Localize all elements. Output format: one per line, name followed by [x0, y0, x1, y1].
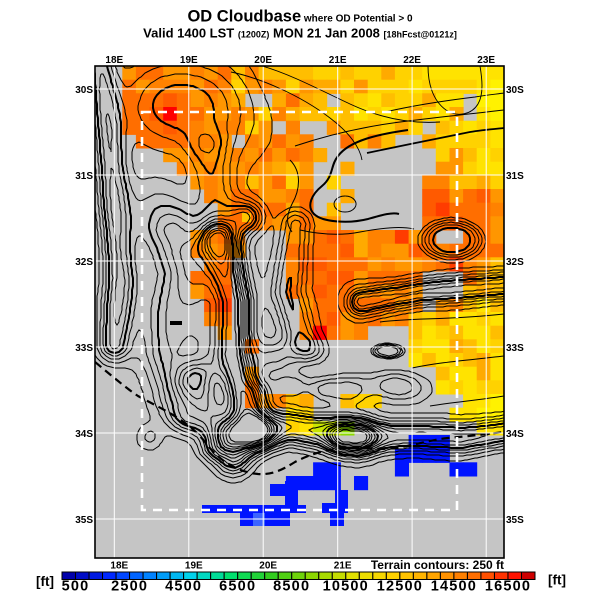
svg-text:Terrain contours: 250 ft: Terrain contours: 250 ft: [371, 558, 504, 572]
svg-text:16500: 16500: [485, 579, 531, 595]
svg-text:6500: 6500: [219, 579, 256, 595]
svg-text:20E: 20E: [259, 561, 277, 572]
svg-text:21E: 21E: [329, 55, 347, 66]
svg-text:[ft]: [ft]: [36, 574, 54, 589]
svg-text:14500: 14500: [431, 579, 477, 595]
svg-text:20E: 20E: [254, 55, 272, 66]
svg-text:Valid 1400 LST (1200Z) MON 21: Valid 1400 LST (1200Z) MON 21 Jan 2008 […: [143, 26, 457, 41]
svg-text:500: 500: [62, 579, 90, 595]
svg-text:2500: 2500: [111, 579, 148, 595]
svg-text:18E: 18E: [110, 561, 128, 572]
svg-text:4500: 4500: [165, 579, 202, 595]
svg-text:19E: 19E: [180, 55, 198, 66]
svg-text:19E: 19E: [185, 561, 203, 572]
svg-text:33S: 33S: [75, 343, 93, 354]
svg-text:21E: 21E: [334, 561, 352, 572]
svg-text:35S: 35S: [75, 515, 93, 526]
svg-text:33S: 33S: [506, 343, 524, 354]
svg-text:32S: 32S: [506, 257, 524, 268]
svg-text:34S: 34S: [75, 429, 93, 440]
svg-text:[ft]: [ft]: [548, 573, 566, 588]
svg-text:12500: 12500: [377, 579, 423, 595]
svg-text:8500: 8500: [273, 579, 310, 595]
svg-text:31S: 31S: [506, 171, 524, 182]
svg-text:22E: 22E: [403, 55, 421, 66]
svg-text:18E: 18E: [105, 55, 123, 66]
svg-text:23E: 23E: [477, 55, 495, 66]
svg-text:30S: 30S: [506, 85, 524, 96]
svg-text:30S: 30S: [75, 85, 93, 96]
svg-text:31S: 31S: [75, 171, 93, 182]
svg-text:35S: 35S: [506, 515, 524, 526]
svg-text:10500: 10500: [323, 579, 369, 595]
svg-text:34S: 34S: [506, 429, 524, 440]
svg-text:32S: 32S: [75, 257, 93, 268]
